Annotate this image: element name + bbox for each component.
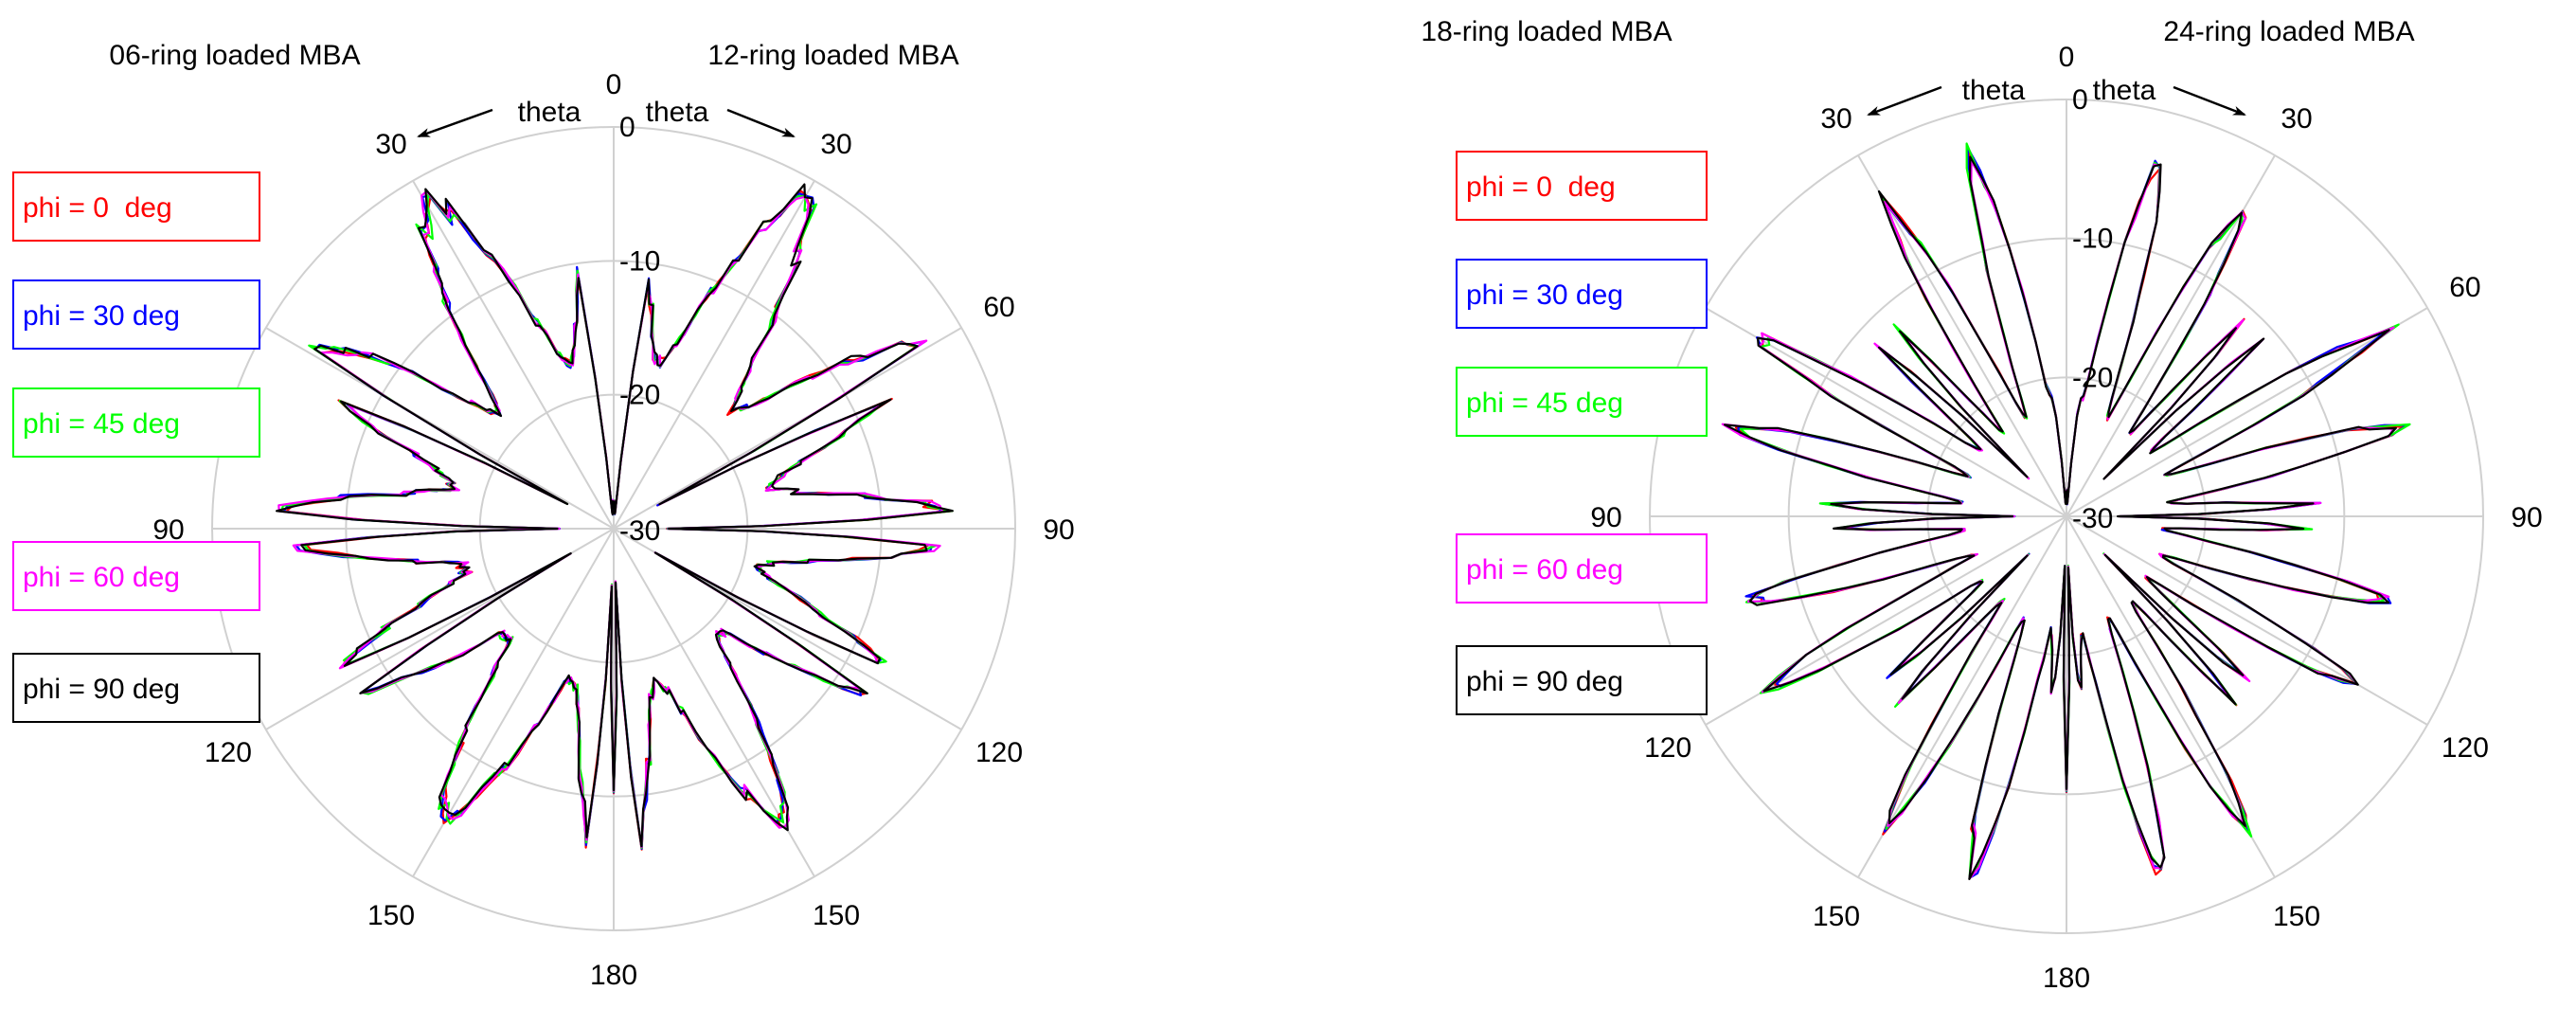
legend-label: phi = 60 deg	[1466, 554, 1623, 586]
angle-tick-label: 90	[1043, 514, 1074, 546]
angle-tick-label: 180	[2043, 963, 2090, 994]
legend-box	[1456, 151, 1708, 221]
angle-tick-label: 150	[1813, 901, 1860, 932]
legend-box	[1456, 533, 1708, 604]
theta-label-left: theta	[1962, 75, 2026, 106]
angle-tick-label: 150	[367, 900, 415, 931]
angle-tick-label: 60	[2449, 272, 2480, 303]
series-line-phi-60	[1721, 160, 2395, 880]
angle-tick-label: 90	[1590, 502, 1621, 533]
legend-entry-phi-90: phi = 90 deg	[1456, 645, 1708, 715]
angle-tick-label: 30	[2281, 103, 2312, 135]
polar-chart-06-12-ring: 03060901201501801501209060300-10-20-30 0…	[12, 40, 1075, 991]
angle-tick-label: 120	[2442, 732, 2489, 764]
legend-entry-phi-0: phi = 0 deg	[1456, 151, 1708, 221]
grid-spoke	[613, 327, 962, 530]
legend-entry-phi-90: phi = 90 deg	[12, 653, 260, 723]
grid-spoke	[613, 180, 815, 530]
angle-tick-label: 60	[983, 292, 1014, 323]
legend-box	[12, 387, 260, 458]
angle-tick-label: 30	[820, 129, 851, 160]
series-line-phi-60	[277, 189, 944, 849]
legend-label: phi = 30 deg	[23, 300, 180, 332]
angle-tick-label: 30	[1820, 103, 1852, 135]
radial-tick-label: -30	[619, 515, 660, 547]
series-line-phi-90	[276, 183, 954, 848]
theta-arrow-left	[1867, 85, 1942, 117]
legend-box	[1456, 259, 1708, 329]
angle-tick-label: 120	[975, 737, 1023, 768]
chart-title-left: 18-ring loaded MBA	[1421, 16, 1672, 47]
grid-spoke	[412, 180, 615, 530]
angle-tick-label: 90	[152, 514, 184, 546]
radial-tick-label: 0	[2072, 84, 2088, 116]
legend-entry-phi-30: phi = 30 deg	[1456, 259, 1708, 329]
legend-entry-phi-45: phi = 45 deg	[12, 387, 260, 458]
angle-tick-label: 180	[590, 960, 637, 991]
theta-arrow-right	[2173, 85, 2246, 117]
legend-label: phi = 0 deg	[23, 192, 172, 224]
grid-spoke	[265, 327, 615, 530]
grid-spoke	[2066, 515, 2276, 878]
polar-chart-18-24-ring: 03060901201501801501209060300-10-20-30 1…	[1421, 16, 2542, 994]
angle-tick-label: 150	[813, 900, 860, 931]
legend-box	[12, 171, 260, 242]
theta-arrow-right	[726, 108, 796, 138]
angle-tick-label: 0	[606, 69, 622, 100]
legend-box	[12, 279, 260, 350]
legend-box	[1456, 367, 1708, 437]
legend-entry-phi-60: phi = 60 deg	[1456, 533, 1708, 604]
theta-arrow-left	[417, 108, 493, 138]
legend-entry-phi-60: phi = 60 deg	[12, 541, 260, 611]
radial-tick-label: -10	[2072, 224, 2113, 255]
radial-tick-label: -30	[2072, 503, 2113, 534]
polar-chart-panel-left: 03060901201501801501209060300-10-20-30 0…	[12, 40, 1075, 991]
theta-label-right: theta	[2093, 75, 2156, 106]
theta-label-right: theta	[646, 97, 709, 128]
angle-tick-label: 150	[2273, 901, 2320, 932]
grid-spoke	[1705, 307, 2067, 517]
radial-tick-label: -10	[619, 245, 660, 277]
legend-label: phi = 90 deg	[1466, 666, 1623, 697]
radial-tick-label: -20	[619, 380, 660, 411]
angle-tick-label: 120	[205, 737, 252, 768]
angle-tick-label: 30	[375, 129, 406, 160]
legend-label: phi = 45 deg	[1466, 387, 1623, 419]
legend-box	[12, 653, 260, 723]
legend-label: phi = 45 deg	[23, 408, 180, 440]
legend-box	[1456, 645, 1708, 715]
chart-title-right: 24-ring loaded MBA	[2163, 16, 2414, 47]
radial-tick-label: -20	[2072, 362, 2113, 393]
theta-label-left: theta	[518, 97, 581, 128]
series-line-phi-90	[1724, 155, 2398, 881]
legend-label: phi = 90 deg	[23, 674, 180, 705]
chart-title-right: 12-ring loaded MBA	[707, 40, 958, 71]
legend-label: phi = 60 deg	[23, 562, 180, 593]
legend-box	[12, 541, 260, 611]
angle-tick-label: 0	[2059, 42, 2075, 73]
legend-label: phi = 30 deg	[1466, 279, 1623, 311]
grid-spoke	[1857, 154, 2067, 517]
legend-entry-phi-0: phi = 0 deg	[12, 171, 260, 242]
legend-entry-phi-45: phi = 45 deg	[1456, 367, 1708, 437]
grid-spoke	[2066, 515, 2428, 726]
legend-entry-phi-30: phi = 30 deg	[12, 279, 260, 350]
grid-spoke	[412, 528, 615, 877]
radial-tick-label: 0	[619, 112, 635, 143]
grid-spoke	[2066, 307, 2428, 517]
grid-spoke	[1857, 515, 2067, 878]
angle-tick-label: 90	[2511, 502, 2542, 533]
chart-title-left: 06-ring loaded MBA	[109, 40, 360, 71]
angle-tick-label: 120	[1644, 732, 1691, 764]
legend-label: phi = 0 deg	[1466, 171, 1616, 203]
polar-chart-panel-right: 03060901201501801501209060300-10-20-30 1…	[1288, 0, 2576, 1027]
